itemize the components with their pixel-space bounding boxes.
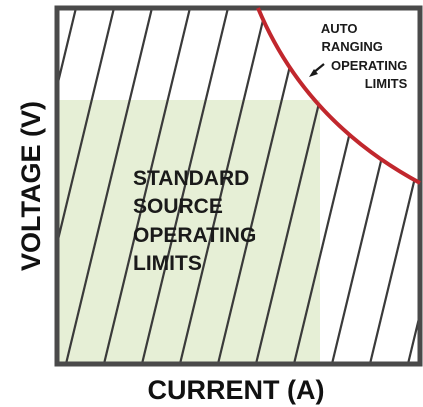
auto-ranging-line-3: OPERATING: [331, 58, 407, 73]
hatch-line: [0, 4, 1, 368]
hatch-line: [139, 8, 231, 364]
auto-ranging-label: AUTO RANGING OPERATING LIMITS: [321, 21, 411, 91]
standard-line-2: SOURCE: [133, 195, 223, 218]
hatch-line: [177, 8, 269, 364]
standard-source-region: [57, 100, 320, 364]
standard-line-1: STANDARD: [133, 167, 249, 190]
x-axis-label: CURRENT (A): [148, 375, 325, 405]
hatch-line: [101, 8, 193, 364]
hatch-line: [57, 8, 117, 364]
auto-ranging-boundary-curve: [256, 7, 421, 185]
auto-ranging-line-2: RANGING: [321, 39, 382, 54]
auto-ranging-line-1: AUTO: [321, 21, 358, 36]
standard-line-4: LIMITS: [133, 252, 202, 275]
y-axis-label: VOLTAGE (V): [16, 101, 46, 271]
standard-line-3: OPERATING: [133, 224, 256, 247]
hatch-line: [367, 8, 420, 364]
auto-ranging-line-4: LIMITS: [365, 76, 408, 91]
hatch-line: [57, 8, 79, 364]
hatch-line: [63, 8, 155, 364]
standard-source-label: STANDARD SOURCE OPERATING LIMITS: [133, 167, 262, 275]
plot-frame: [54, 5, 423, 367]
callout-arrow: [309, 63, 325, 77]
